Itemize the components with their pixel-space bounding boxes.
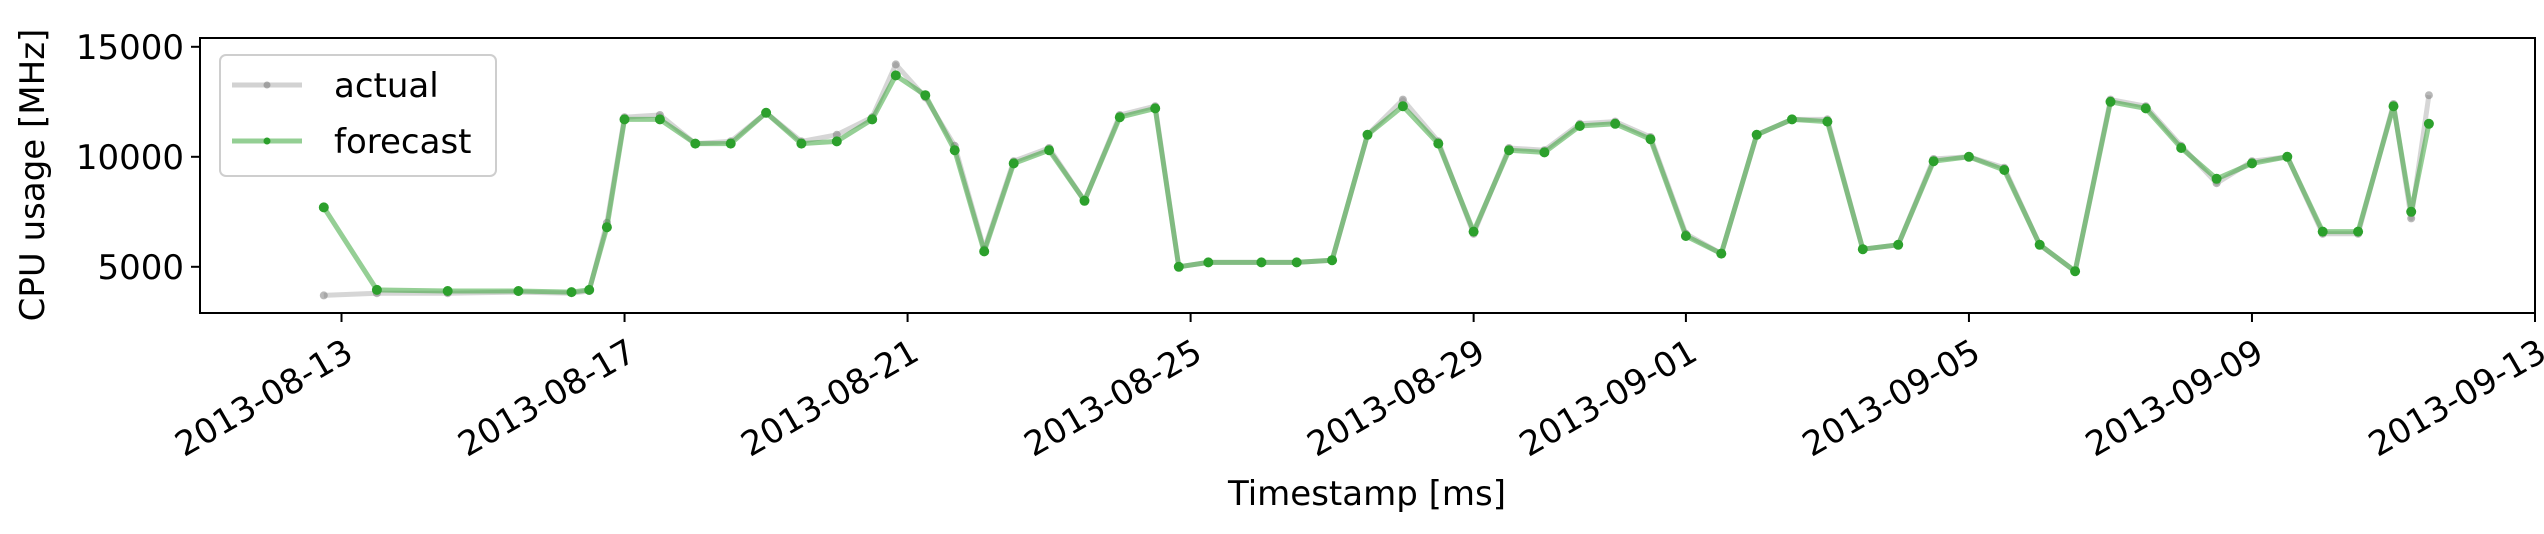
point-forecast bbox=[2353, 226, 2364, 237]
series-actual bbox=[319, 60, 2433, 300]
point-forecast bbox=[831, 136, 842, 147]
point-forecast bbox=[318, 202, 329, 213]
y-tick-label: 15000 bbox=[76, 28, 184, 68]
legend-forecast-label: forecast bbox=[334, 122, 472, 162]
point-forecast bbox=[1008, 158, 1019, 169]
point-forecast bbox=[1680, 231, 1691, 241]
point-forecast bbox=[1963, 151, 1974, 162]
point-actual bbox=[2424, 91, 2433, 100]
point-forecast bbox=[2406, 206, 2417, 217]
point-forecast bbox=[1203, 257, 1214, 268]
plot-area bbox=[318, 60, 2434, 300]
x-tick-label: 2013-08-29 bbox=[1301, 332, 1492, 465]
point-forecast bbox=[1079, 195, 1090, 206]
point-forecast bbox=[2140, 103, 2151, 114]
point-forecast bbox=[2247, 158, 2257, 169]
point-forecast bbox=[1291, 257, 1302, 268]
point-forecast bbox=[725, 138, 736, 149]
point-actual bbox=[832, 130, 841, 139]
point-forecast bbox=[1787, 114, 1797, 125]
axes bbox=[199, 37, 2536, 314]
point-forecast bbox=[1893, 239, 1904, 250]
point-forecast bbox=[2282, 151, 2293, 162]
point-forecast bbox=[1716, 248, 1727, 259]
point-forecast bbox=[1928, 156, 1939, 167]
point-forecast bbox=[1751, 129, 1762, 140]
point-forecast bbox=[1504, 145, 1514, 156]
point-forecast bbox=[1150, 103, 1161, 114]
axes-frame bbox=[199, 37, 2536, 314]
legend-box bbox=[219, 54, 497, 177]
point-forecast bbox=[654, 114, 665, 125]
point-forecast bbox=[1468, 226, 1479, 237]
point-forecast bbox=[1114, 112, 1125, 123]
point-forecast bbox=[2176, 143, 2187, 153]
point-forecast bbox=[1539, 147, 1550, 158]
point-forecast bbox=[979, 246, 990, 257]
point-forecast bbox=[1397, 101, 1408, 112]
point-forecast bbox=[796, 138, 807, 149]
point-forecast bbox=[1327, 255, 1338, 266]
point-forecast bbox=[1822, 116, 1833, 127]
point-forecast bbox=[371, 284, 382, 295]
legend-actual-label: actual bbox=[334, 66, 439, 106]
point-forecast bbox=[1999, 165, 2010, 175]
point-forecast bbox=[619, 114, 630, 125]
point-forecast bbox=[690, 138, 701, 149]
point-forecast bbox=[1645, 134, 1656, 145]
x-tick-label: 2013-08-13 bbox=[168, 332, 359, 465]
x-tick-label: 2013-09-09 bbox=[2079, 332, 2270, 465]
point-forecast bbox=[2070, 266, 2081, 277]
point-forecast bbox=[949, 145, 960, 156]
point-forecast bbox=[513, 286, 524, 296]
point-forecast bbox=[1610, 118, 1621, 129]
point-forecast bbox=[920, 90, 931, 101]
point-forecast bbox=[761, 107, 772, 118]
legend: actual forecast bbox=[219, 54, 497, 177]
y-tick-label: 5000 bbox=[97, 248, 184, 288]
x-axis-label: Timestamp [ms] bbox=[1227, 474, 1506, 514]
x-tick-label: 2013-09-13 bbox=[2362, 332, 2544, 465]
point-forecast bbox=[2211, 173, 2222, 184]
point-forecast bbox=[1574, 121, 1585, 131]
legend-actual-marker bbox=[263, 81, 271, 89]
point-forecast bbox=[566, 287, 577, 298]
point-forecast bbox=[1256, 257, 1267, 268]
series-forecast bbox=[318, 70, 2434, 298]
y-axis-label: CPU usage [MHz] bbox=[13, 29, 53, 322]
point-forecast bbox=[1044, 145, 1055, 156]
point-forecast bbox=[1433, 138, 1444, 149]
point-forecast bbox=[1173, 261, 1184, 272]
point-forecast bbox=[2388, 101, 2399, 112]
point-forecast bbox=[442, 286, 453, 296]
point-actual bbox=[891, 60, 900, 69]
point-forecast bbox=[2317, 226, 2328, 237]
x-tick-label: 2013-08-25 bbox=[1018, 332, 1209, 465]
legend-forecast-marker bbox=[263, 137, 271, 145]
series-line-forecast bbox=[321, 72, 2432, 295]
point-actual bbox=[2407, 214, 2416, 223]
point-forecast bbox=[2423, 118, 2434, 129]
point-forecast bbox=[867, 114, 878, 125]
point-forecast bbox=[1857, 244, 1868, 255]
x-tick-label: 2013-09-05 bbox=[1796, 332, 1987, 465]
point-actual bbox=[1398, 95, 1407, 104]
point-forecast bbox=[890, 70, 901, 81]
point-forecast bbox=[1362, 129, 1373, 140]
point-forecast bbox=[601, 222, 612, 233]
x-tick-label: 2013-09-01 bbox=[1513, 332, 1704, 465]
point-forecast bbox=[2105, 96, 2116, 107]
x-tick-label: 2013-08-21 bbox=[735, 332, 926, 465]
point-actual bbox=[319, 291, 328, 300]
y-tick-label: 10000 bbox=[76, 138, 184, 178]
point-forecast bbox=[584, 284, 595, 295]
point-forecast bbox=[2034, 239, 2045, 250]
x-tick-label: 2013-08-17 bbox=[452, 332, 643, 465]
